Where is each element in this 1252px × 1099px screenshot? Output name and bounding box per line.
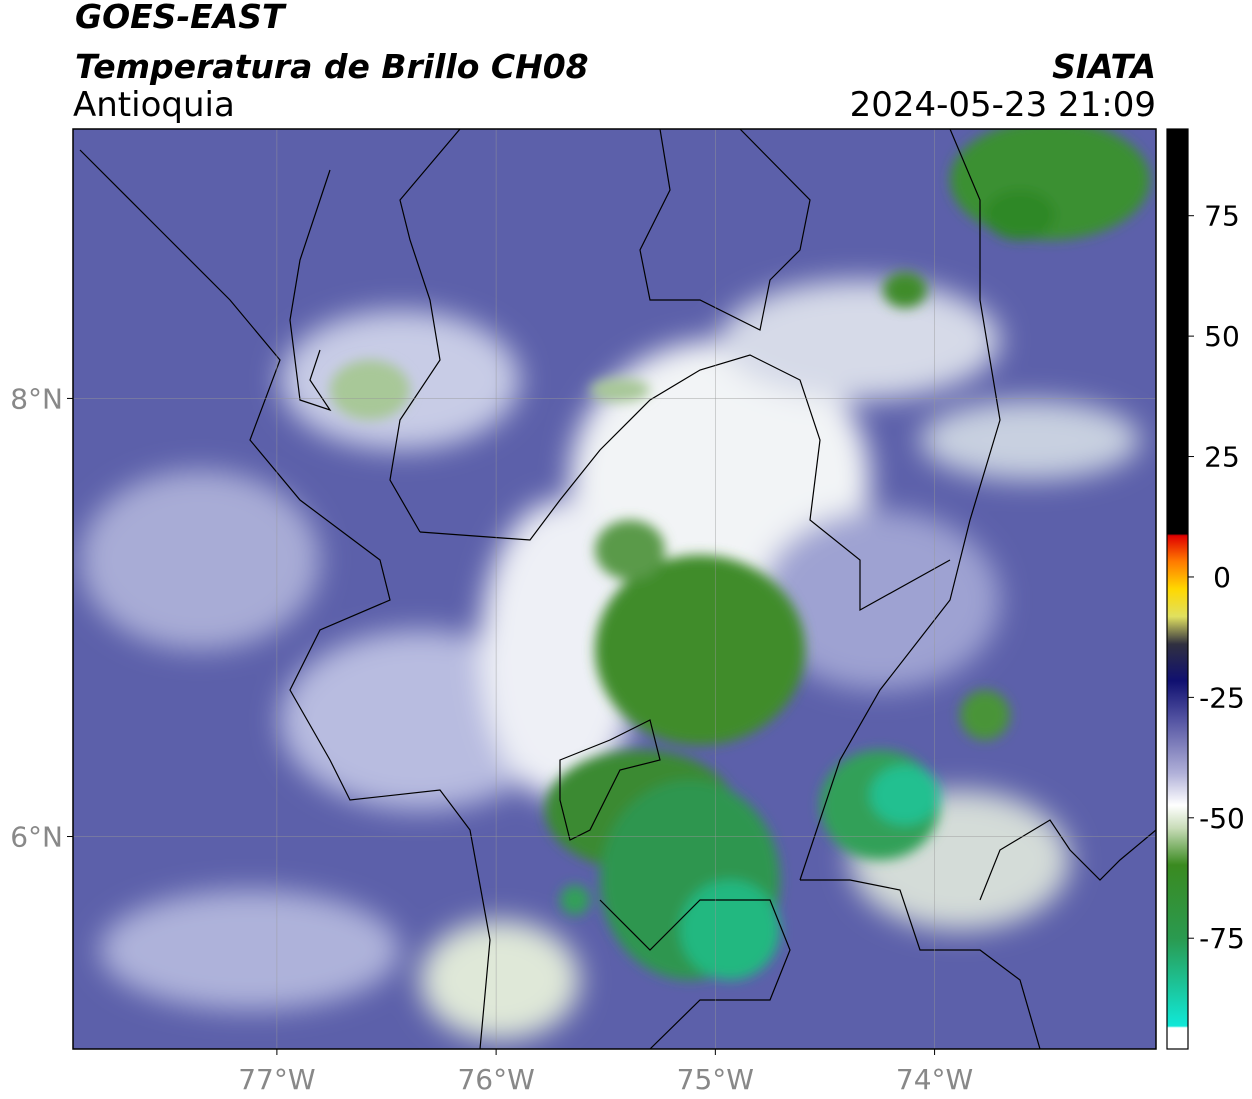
colorbar [1166,128,1189,1050]
subtitle: Temperatura de Brillo CH08 [75,47,589,86]
x-tick-label: 74°W [896,1063,973,1096]
x-tick-label: 75°W [677,1063,754,1096]
colorbar-tick-label: -75 [1199,922,1245,955]
satellite-image [73,129,1156,1049]
colorbar-tick-label: -25 [1199,681,1245,714]
source: SIATA [1052,47,1156,86]
borders [79,129,1156,1049]
colorbar-tick-label: 50 [1204,320,1240,353]
colorbar-tick-label: -50 [1199,802,1245,835]
map-frame [72,128,1157,1050]
x-tick-label: 77°W [238,1063,315,1096]
y-tick-label: 8°N [10,382,63,415]
y-tick-label: 6°N [10,821,63,854]
x-tick-label: 76°W [457,1063,534,1096]
datetime: 2024-05-23 21:09 [850,85,1156,125]
colorbar-tick-label: 75 [1204,200,1240,233]
title: GOES-EAST [75,0,287,36]
colorbar-tick-label: 0 [1213,561,1231,594]
colorbar-tick-label: 25 [1204,441,1240,474]
region: Antioquia [73,85,235,125]
